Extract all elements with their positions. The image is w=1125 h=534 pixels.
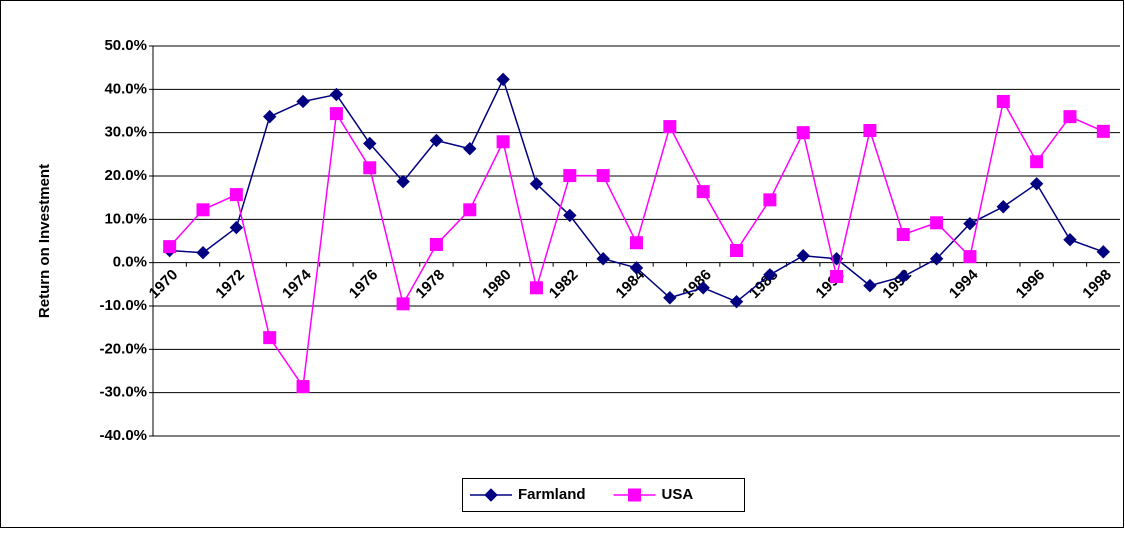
marker <box>229 188 243 202</box>
marker <box>396 174 410 189</box>
marker <box>996 200 1011 214</box>
marker <box>296 380 310 394</box>
legend: Farmland USA <box>462 478 745 512</box>
marker <box>796 249 810 263</box>
marker <box>763 193 777 207</box>
marker <box>463 141 477 156</box>
marker <box>863 124 877 137</box>
legend-label: USA <box>662 486 694 503</box>
marker <box>329 107 343 121</box>
marker <box>896 228 910 241</box>
y-tick-label: 50.0% <box>104 37 147 54</box>
marker <box>484 488 498 502</box>
marker <box>496 135 510 149</box>
y-tick-label: -10.0% <box>99 297 147 314</box>
marker <box>496 72 510 87</box>
y-tick-label: 20.0% <box>104 167 147 184</box>
marker <box>763 268 777 282</box>
marker <box>730 244 744 258</box>
marker <box>1096 124 1110 138</box>
marker <box>963 216 977 231</box>
y-tick-label: 30.0% <box>104 124 147 141</box>
marker <box>263 331 277 345</box>
marker <box>830 270 844 284</box>
marker <box>262 109 277 124</box>
marker <box>963 250 977 264</box>
marker <box>563 208 577 223</box>
marker <box>996 94 1010 108</box>
marker <box>1030 155 1044 169</box>
marker <box>1029 177 1044 191</box>
y-axis-title: Return on Investment <box>36 164 53 318</box>
marker <box>896 269 910 284</box>
marker <box>163 240 177 254</box>
y-tick-label: -30.0% <box>99 384 147 401</box>
marker <box>1063 232 1077 247</box>
marker <box>329 87 344 102</box>
marker <box>1063 110 1077 124</box>
marker <box>429 237 443 251</box>
y-tick-label: -20.0% <box>99 340 147 357</box>
y-tick-label: 10.0% <box>104 210 147 227</box>
y-tick-label: 0.0% <box>113 254 147 271</box>
marker <box>628 488 642 502</box>
marker <box>696 185 710 199</box>
marker <box>396 297 410 311</box>
marker <box>930 216 944 230</box>
marker <box>1096 245 1111 259</box>
y-tick-label: 40.0% <box>104 80 147 97</box>
y-tick-label: -40.0% <box>99 427 147 444</box>
legend-label: Farmland <box>518 486 586 503</box>
marker <box>363 161 377 175</box>
marker <box>563 169 577 183</box>
marker <box>596 252 610 266</box>
marker <box>596 169 610 183</box>
marker <box>929 252 944 266</box>
marker <box>663 291 677 305</box>
marker <box>229 220 244 235</box>
marker <box>529 177 544 191</box>
marker <box>196 203 210 217</box>
marker <box>296 94 310 109</box>
marker <box>696 281 710 295</box>
marker <box>463 203 477 217</box>
marker <box>663 120 677 134</box>
marker <box>796 126 810 140</box>
marker <box>529 281 543 295</box>
marker <box>729 294 744 309</box>
marker <box>629 261 644 275</box>
marker <box>429 133 444 148</box>
marker <box>630 236 643 250</box>
marker <box>363 136 377 151</box>
marker <box>196 245 210 260</box>
marker <box>863 278 877 293</box>
